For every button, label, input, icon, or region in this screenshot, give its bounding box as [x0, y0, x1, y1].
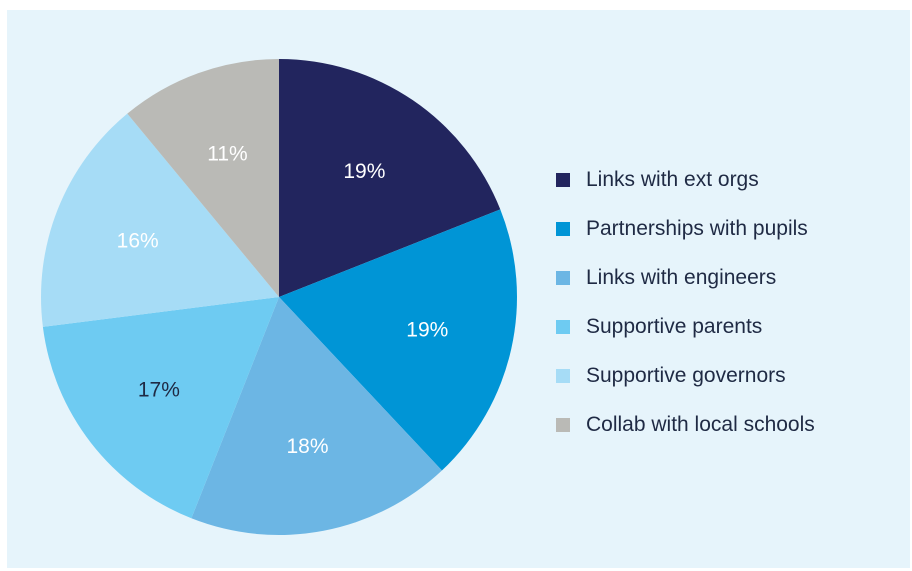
pie-slice-3: [191, 297, 442, 535]
legend-swatch: [556, 270, 570, 285]
legend-swatch: [556, 368, 570, 383]
legend-label: Partnerships with pupils: [586, 216, 808, 240]
pie-slice-6: [127, 59, 279, 297]
legend-item-1: Links with ext orgs: [556, 155, 815, 204]
pie-slice-2: [279, 209, 517, 471]
pie-slices: [41, 59, 517, 535]
chart-legend: Links with ext orgs Partnerships with pup…: [556, 155, 815, 449]
legend-item-4: Supportive parents: [556, 302, 815, 351]
slice-label-2: 19%: [406, 319, 448, 342]
legend-label: Links with engineers: [586, 265, 777, 289]
legend-swatch: [556, 172, 570, 187]
legend-item-6: Collab with local schools: [556, 400, 815, 449]
legend-item-2: Partnerships with pupils: [556, 204, 815, 253]
pie-slice-1: [279, 59, 501, 297]
pie-slice-labels: 19% 19% 18% 17% 16% 11%: [117, 143, 449, 458]
legend-swatch: [556, 417, 570, 432]
legend-item-3: Links with engineers: [556, 253, 815, 302]
slice-label-6: 11%: [207, 143, 247, 166]
pie-slice-4: [42, 297, 279, 519]
slice-label-4: 17%: [138, 379, 180, 402]
legend-item-5: Supportive governors: [556, 351, 815, 400]
slice-label-3: 18%: [286, 435, 328, 458]
pie-slice-5: [41, 113, 279, 327]
legend-swatch: [556, 221, 570, 236]
legend-label: Links with ext orgs: [586, 167, 759, 191]
legend-label: Supportive governors: [586, 363, 786, 387]
slice-label-5: 16%: [117, 230, 159, 253]
legend-label: Supportive parents: [586, 314, 763, 338]
legend-swatch: [556, 319, 570, 334]
slice-label-1: 19%: [343, 160, 385, 183]
legend-label: Collab with local schools: [586, 412, 815, 436]
